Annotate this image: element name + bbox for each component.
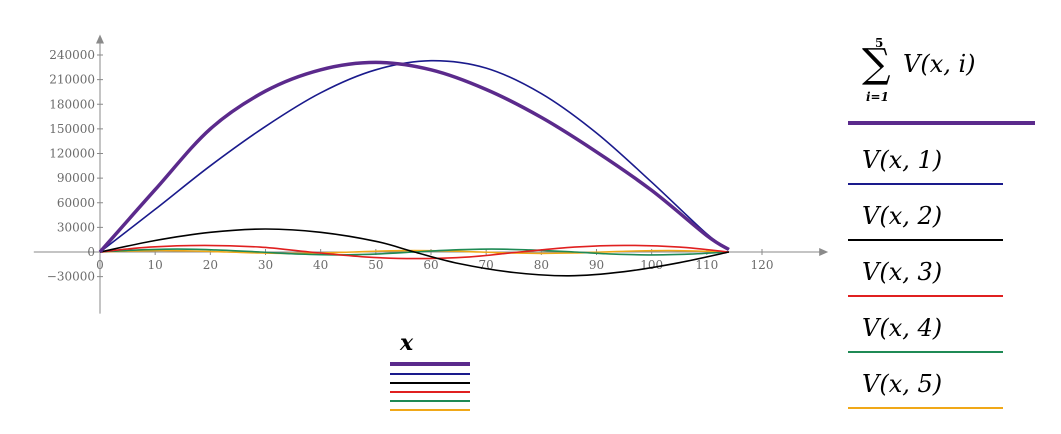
y-tick-label: 60000 [57,196,95,210]
legend-entry-5: V(x, 5) [848,367,1048,409]
series-line-3 [99,244,729,260]
sum-lower-limit: i=1 [866,90,889,104]
y-tick-label: −30000 [47,270,95,284]
legend-line [848,295,1003,297]
x-tick-label: 100 [640,258,663,272]
legend-rows: V(x, 1) V(x, 2) V(x, 3) V(x, 4) V(x, 5) [848,143,1048,409]
x-tick-label: 60 [423,258,438,272]
legend-line [848,351,1003,353]
x-tick-label: 20 [203,258,218,272]
y-tick-label: 90000 [57,171,95,185]
x-tick-label: 10 [148,258,163,272]
y-tick-label: 30000 [57,220,95,234]
chart-plot-area: 0 10 20 30 40 50 60 70 80 90 100 110 120−30000030000… [33,34,829,314]
x-axis-arrow [819,248,829,256]
legend-entry-1: V(x, 1) [848,143,1048,185]
legend-entry-sum: 5 ∑ i=1 V(x, i) [848,30,1048,115]
x-legend-swatch-0 [390,362,470,366]
sum-upper-limit: 5 [875,36,884,50]
x-legend-swatch-5 [390,409,470,411]
legend: 5 ∑ i=1 V(x, i) V(x, 1) V(x, 2) V(x, 3) V(x… [848,30,1048,423]
sum-expression: V(x, i) [903,50,976,78]
y-tick-label: 240000 [49,48,95,62]
x-tick-label: 0 [96,258,104,272]
legend-line [848,407,1003,409]
y-tick-label: 0 [87,245,95,259]
x-tick-label: 40 [313,258,328,272]
x-legend-swatch-1 [390,373,470,375]
x-tick-label: 50 [368,258,383,272]
legend-entry-4: V(x, 4) [848,311,1048,353]
series-group [98,59,730,277]
series-line-1 [99,59,730,253]
y-tick-label: 150000 [49,122,95,136]
sum-sign: ∑ [862,41,891,87]
x-tick-label: 30 [258,258,273,272]
y-tick-label: 120000 [49,147,95,161]
legend-label: V(x, 4) [862,314,943,342]
x-axis-label: x [400,330,414,356]
legend-line-sum [848,121,1035,125]
legend-label: V(x, 1) [862,146,943,174]
legend-label: V(x, 3) [862,258,943,286]
y-axis-arrow [96,34,104,44]
x-tick-label: 110 [695,258,718,272]
series-line-5 [99,249,729,255]
x-tick-label: 120 [751,258,774,272]
x-tick-label: 90 [589,258,604,272]
legend-label: V(x, 5) [862,370,943,398]
x-axis-series-legend [390,362,470,418]
y-tick-label: 180000 [49,97,95,111]
y-tick-label: 210000 [49,73,95,87]
x-legend-swatch-2 [390,382,470,384]
series-line-2 [99,228,730,277]
x-tick-label: 80 [534,258,549,272]
x-legend-swatch-3 [390,391,470,393]
legend-entry-3: V(x, 3) [848,255,1048,297]
legend-entry-2: V(x, 2) [848,199,1048,241]
x-legend-swatch-4 [390,400,470,402]
legend-line [848,183,1003,185]
tick-group: 0 10 20 30 40 50 60 70 80 90 100 110 120−30000030000… [47,48,774,284]
legend-line [848,239,1003,241]
series-line-0 [98,60,730,254]
legend-label: V(x, 2) [862,202,943,230]
